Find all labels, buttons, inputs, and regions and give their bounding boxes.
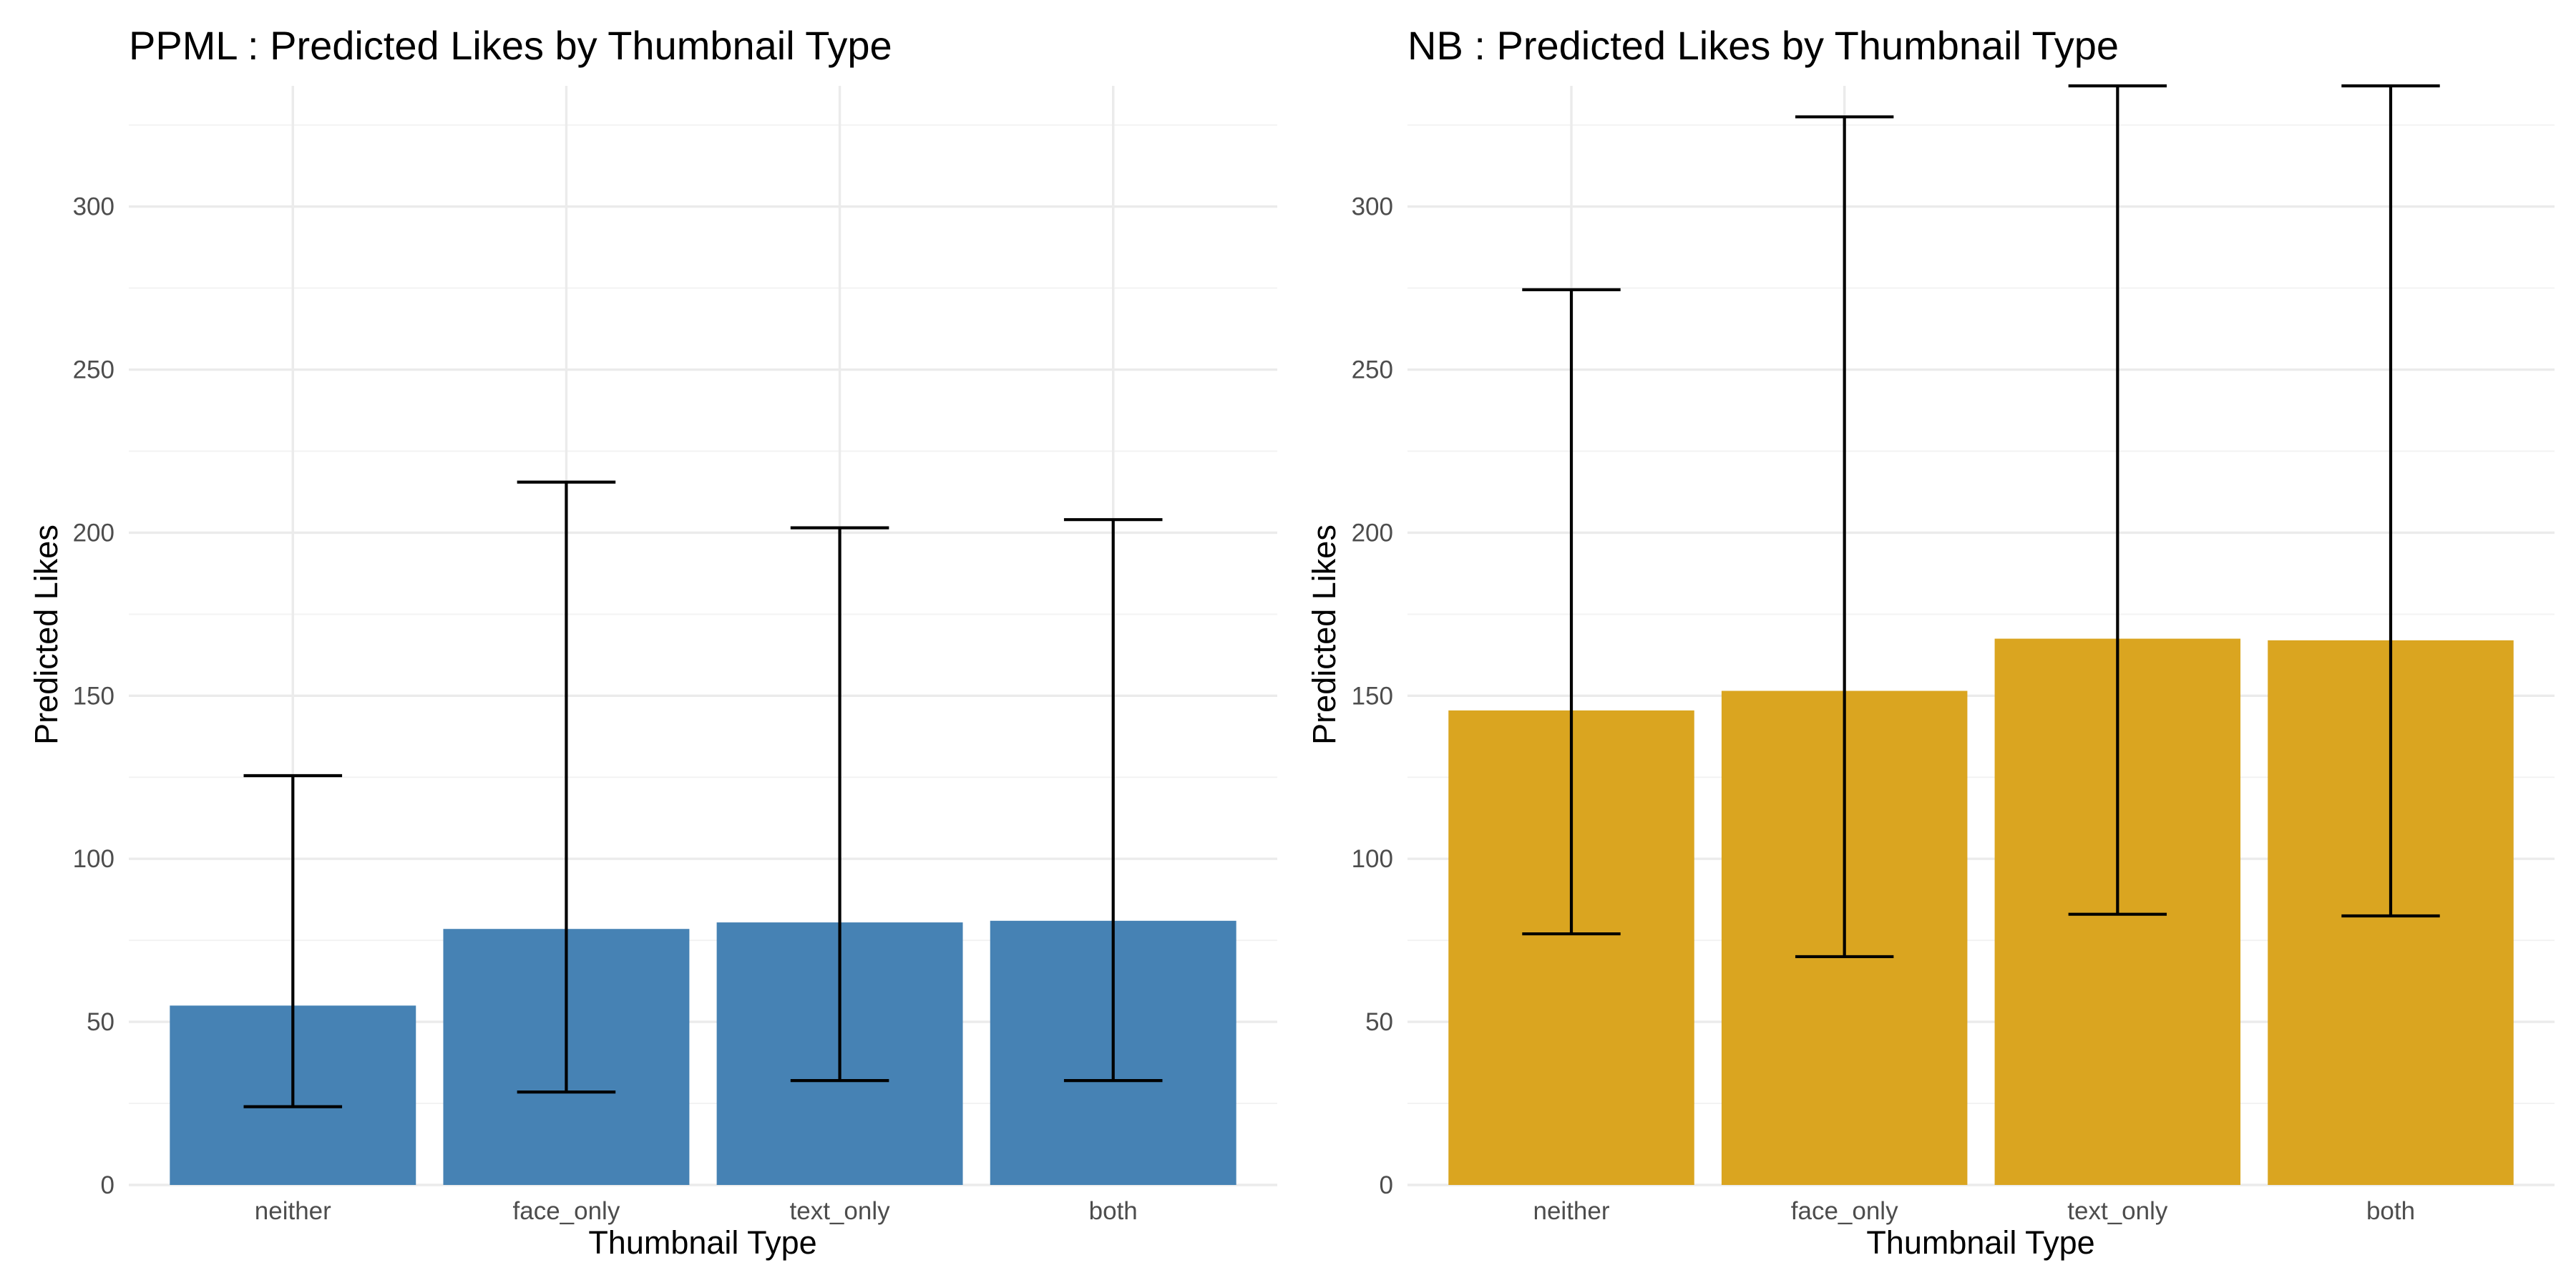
- nb-x-tick-label-text_only: text_only: [2067, 1197, 2168, 1225]
- ppml-x-tick-labels: neither face_only text_only both: [255, 1197, 1138, 1225]
- ppml-panel: PPML : Predicted Likes by Thumbnail Type…: [28, 23, 1277, 1261]
- ppml-x-tick-label-face_only: face_only: [513, 1197, 620, 1225]
- ppml-y-axis-title: Predicted Likes: [28, 525, 64, 745]
- ppml-error-bar-neither: [243, 774, 343, 1108]
- ppml-x-axis-title: Thumbnail Type: [588, 1224, 816, 1261]
- ppml-x-tick-label-text_only: text_only: [790, 1197, 891, 1225]
- ppml-x-tick-label-both: both: [1089, 1197, 1138, 1225]
- nb-y-tick-label: 100: [1352, 845, 1393, 873]
- nb-x-tick-label-both: both: [2366, 1197, 2415, 1225]
- ppml-chart-title: PPML : Predicted Likes by Thumbnail Type: [129, 23, 892, 68]
- ppml-x-tick-label-neither: neither: [255, 1197, 331, 1225]
- ppml-error-bar-face_only: [517, 480, 616, 1094]
- nb-y-tick-label: 50: [1365, 1008, 1393, 1036]
- nb-x-tick-label-face_only: face_only: [1791, 1197, 1898, 1225]
- nb-x-axis-title: Thumbnail Type: [1866, 1224, 2094, 1261]
- nb-error-bar-face_only: [1795, 115, 1894, 959]
- nb-panel: NB : Predicted Likes by Thumbnail Type P…: [1306, 23, 2555, 1261]
- nb-error-bars: [1522, 84, 2440, 959]
- ppml-y-tick-label: 250: [73, 356, 114, 384]
- nb-x-tick-label-neither: neither: [1533, 1197, 1609, 1225]
- nb-y-tick-label: 300: [1352, 193, 1393, 221]
- nb-y-tick-label: 200: [1352, 519, 1393, 547]
- nb-error-bar-neither: [1522, 288, 1621, 936]
- nb-y-tick-label: 0: [1380, 1171, 1393, 1199]
- nb-error-bar-both: [2341, 84, 2440, 918]
- nb-y-axis-title: Predicted Likes: [1306, 525, 1342, 745]
- ppml-error-bars: [243, 480, 1163, 1108]
- ppml-y-tick-labels: 0 50 100 150 200 250 300: [73, 193, 114, 1199]
- nb-y-tick-labels: 0 50 100 150 200 250 300: [1352, 193, 1393, 1199]
- ppml-error-bar-both: [1063, 518, 1163, 1083]
- nb-chart-title: NB : Predicted Likes by Thumbnail Type: [1407, 23, 2119, 68]
- ppml-y-tick-label: 0: [101, 1171, 114, 1199]
- ppml-y-tick-label: 200: [73, 519, 114, 547]
- ppml-error-bar-text_only: [790, 526, 889, 1083]
- ppml-y-tick-label: 300: [73, 193, 114, 221]
- nb-error-bar-text_only: [2068, 84, 2167, 916]
- ppml-bars: [170, 920, 1236, 1185]
- ppml-y-tick-label: 50: [87, 1008, 114, 1036]
- nb-y-tick-label: 150: [1352, 682, 1393, 710]
- nb-y-tick-label: 250: [1352, 356, 1393, 384]
- ppml-y-tick-label: 150: [73, 682, 114, 710]
- nb-x-tick-labels: neither face_only text_only both: [1533, 1197, 2415, 1225]
- ppml-y-tick-label: 100: [73, 845, 114, 873]
